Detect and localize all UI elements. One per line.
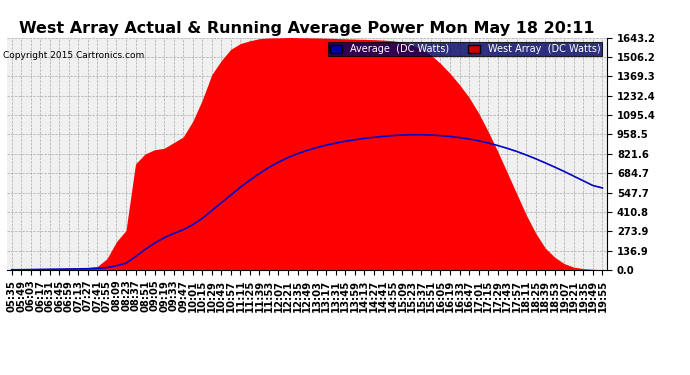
Title: West Array Actual & Running Average Power Mon May 18 20:11: West Array Actual & Running Average Powe…: [19, 21, 595, 36]
Legend: Average  (DC Watts), West Array  (DC Watts): Average (DC Watts), West Array (DC Watts…: [328, 42, 602, 56]
Text: Copyright 2015 Cartronics.com: Copyright 2015 Cartronics.com: [3, 51, 145, 60]
